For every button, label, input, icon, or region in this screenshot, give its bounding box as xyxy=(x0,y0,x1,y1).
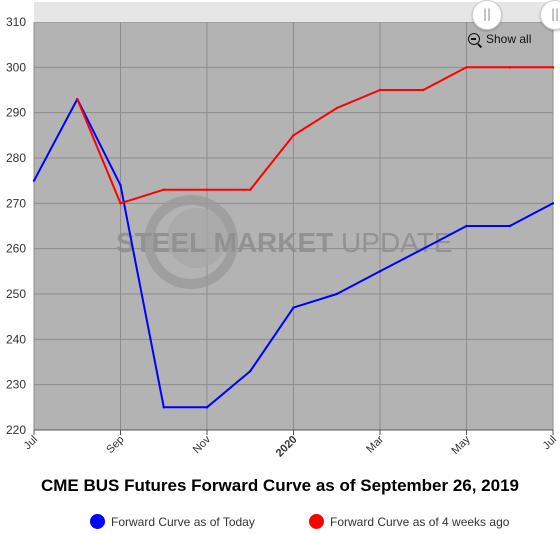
data-point xyxy=(551,66,555,69)
data-point xyxy=(119,184,122,187)
y-tick-label: 220 xyxy=(6,423,26,437)
show-all-button[interactable]: Show all xyxy=(468,30,531,48)
data-point xyxy=(249,369,252,373)
y-tick-label: 290 xyxy=(6,106,26,120)
x-tick-label: May xyxy=(449,433,473,457)
x-tick-label: Mar xyxy=(364,433,386,455)
data-point xyxy=(205,188,209,191)
y-tick-label: 310 xyxy=(6,15,26,29)
navigator-left-handle[interactable]: || xyxy=(472,0,502,30)
x-tick-label: Jul xyxy=(541,434,559,452)
y-tick-label: 270 xyxy=(6,196,26,210)
x-tick-label: Nov xyxy=(191,433,214,456)
y-tick-label: 250 xyxy=(6,287,26,301)
show-all-label: Show all xyxy=(486,32,532,46)
y-tick-label: 240 xyxy=(6,332,26,346)
zoom-out-icon xyxy=(468,33,480,45)
data-point xyxy=(292,306,295,309)
data-point xyxy=(508,224,511,228)
data-point xyxy=(422,247,425,250)
chart-title: CME BUS Futures Forward Curve as of Sept… xyxy=(40,476,520,495)
legend-label-today: Forward Curve as of Today xyxy=(111,514,255,529)
legend: Forward Curve as of Today Forward Curve … xyxy=(0,514,560,534)
series-layer xyxy=(32,66,555,409)
data-point xyxy=(508,66,511,69)
data-point xyxy=(551,202,555,205)
data-point xyxy=(335,292,338,296)
data-point xyxy=(162,406,165,409)
watermark-disc xyxy=(167,208,227,268)
data-point xyxy=(378,88,382,92)
watermark-logo: STEEL MARKET UPDATE xyxy=(116,195,453,289)
y-tick-label: 300 xyxy=(6,60,26,74)
data-point xyxy=(76,97,79,101)
data-point xyxy=(465,224,468,228)
legend-label-4-weeks-ago: Forward Curve as of 4 weeks ago xyxy=(330,514,510,529)
y-tick-label: 230 xyxy=(6,378,26,392)
data-point xyxy=(162,188,165,191)
data-point xyxy=(119,202,122,205)
watermark-text: STEEL MARKET UPDATE xyxy=(116,227,453,258)
series-line-4-weeks-ago xyxy=(76,66,553,205)
data-point xyxy=(465,66,468,69)
legend-item-4-weeks-ago[interactable]: Forward Curve as of 4 weeks ago xyxy=(309,514,509,529)
data-point xyxy=(249,188,252,191)
range-navigator[interactable]: || || xyxy=(34,0,560,30)
x-tick-label: 2020 xyxy=(274,434,300,460)
x-tick-label: Sep xyxy=(104,434,126,456)
data-point xyxy=(205,406,209,409)
watermark-ring xyxy=(144,195,238,289)
data-point xyxy=(422,88,425,92)
y-tick-label: 280 xyxy=(6,151,26,165)
data-point xyxy=(292,134,295,137)
legend-marker-today xyxy=(90,514,105,529)
y-tick-label: 260 xyxy=(6,242,26,256)
data-point xyxy=(335,106,338,110)
data-point xyxy=(32,179,36,182)
legend-item-today[interactable]: Forward Curve as of Today xyxy=(90,514,255,529)
legend-marker-4-weeks-ago xyxy=(309,514,324,529)
data-point xyxy=(378,270,382,273)
